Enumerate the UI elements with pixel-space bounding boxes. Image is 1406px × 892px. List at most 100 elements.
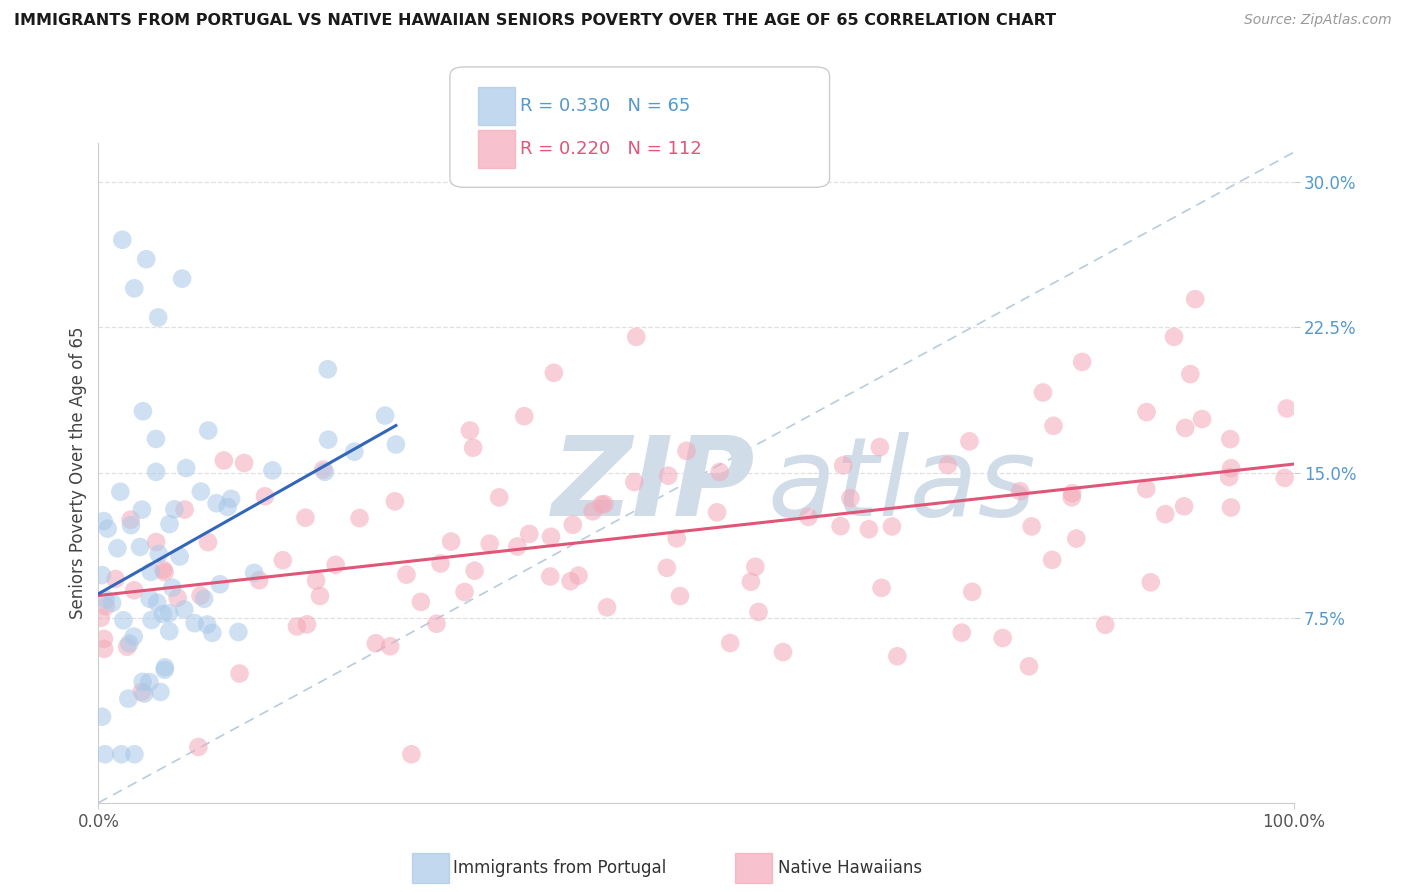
Point [709, 465, 731, 479]
Point [190, 589, 212, 603]
Point [1275, 401, 1298, 416]
Point [94, 747, 117, 762]
Point [1066, 532, 1088, 546]
Point [560, 574, 582, 589]
Point [593, 497, 616, 511]
Point [305, 574, 328, 588]
Point [395, 567, 418, 582]
Point [740, 574, 762, 589]
Point [124, 281, 146, 295]
Point [1021, 519, 1043, 533]
Point [131, 502, 153, 516]
Point [93, 632, 115, 646]
Point [219, 491, 242, 506]
Point [309, 589, 332, 603]
Point [409, 595, 432, 609]
Point [271, 553, 294, 567]
Point [172, 271, 194, 285]
Point [157, 606, 180, 620]
Point [94, 599, 117, 614]
Point [169, 549, 191, 564]
Point [148, 547, 170, 561]
Text: R = 0.220   N = 112: R = 0.220 N = 112 [520, 140, 702, 158]
Point [253, 489, 276, 503]
Point [208, 577, 231, 591]
Point [1010, 484, 1032, 499]
Point [111, 233, 134, 247]
Point [517, 527, 540, 541]
Point [138, 675, 160, 690]
Text: atlas: atlas [768, 433, 1036, 540]
Point [1274, 471, 1296, 485]
Point [349, 511, 371, 525]
Point [665, 532, 688, 546]
Point [1220, 500, 1243, 515]
Point [858, 522, 880, 536]
Point [117, 640, 139, 654]
Point [343, 444, 366, 458]
Point [506, 540, 529, 554]
Point [148, 310, 170, 325]
Point [839, 491, 862, 505]
Point [153, 660, 176, 674]
Point [1139, 575, 1161, 590]
Point [561, 517, 583, 532]
Point [131, 685, 153, 699]
Point [314, 465, 336, 479]
Point [112, 613, 135, 627]
Point [957, 434, 980, 449]
Point [1163, 330, 1185, 344]
Point [295, 617, 318, 632]
Point [384, 494, 406, 508]
Point [201, 625, 224, 640]
Point [97, 522, 120, 536]
Point [538, 569, 561, 583]
Point [991, 631, 1014, 645]
Point [378, 640, 401, 654]
Point [233, 456, 256, 470]
Point [1135, 482, 1157, 496]
Point [1173, 500, 1195, 514]
Point [1220, 461, 1243, 475]
Point [718, 636, 741, 650]
Point [101, 596, 124, 610]
Point [152, 607, 174, 621]
Point [797, 510, 820, 524]
Point [1174, 421, 1197, 435]
Point [1062, 486, 1084, 500]
Point [316, 433, 339, 447]
Point [205, 496, 228, 510]
Point [262, 463, 284, 477]
Point [146, 596, 169, 610]
Point [243, 566, 266, 580]
Point [187, 739, 209, 754]
Point [1218, 470, 1240, 484]
Point [744, 559, 766, 574]
Text: Immigrants from Portugal: Immigrants from Portugal [453, 859, 666, 877]
Point [1032, 385, 1054, 400]
Point [173, 502, 195, 516]
Point [129, 540, 152, 554]
Point [1180, 367, 1202, 381]
Point [748, 605, 770, 619]
Point [91, 568, 114, 582]
Point [385, 437, 408, 451]
Point [157, 624, 180, 639]
Point [325, 558, 347, 572]
Point [163, 502, 186, 516]
Point [124, 747, 146, 762]
Point [1094, 617, 1116, 632]
Point [1042, 418, 1064, 433]
Point [582, 504, 605, 518]
Text: IMMIGRANTS FROM PORTUGAL VS NATIVE HAWAIIAN SENIORS POVERTY OVER THE AGE OF 65 C: IMMIGRANTS FROM PORTUGAL VS NATIVE HAWAI… [14, 13, 1056, 29]
Point [247, 574, 270, 588]
Point [228, 624, 250, 639]
Point [173, 602, 195, 616]
Point [936, 458, 959, 472]
Point [623, 475, 645, 489]
Point [212, 453, 235, 467]
Point [153, 663, 176, 677]
Point [174, 461, 197, 475]
Point [591, 497, 613, 511]
Point [193, 591, 215, 606]
